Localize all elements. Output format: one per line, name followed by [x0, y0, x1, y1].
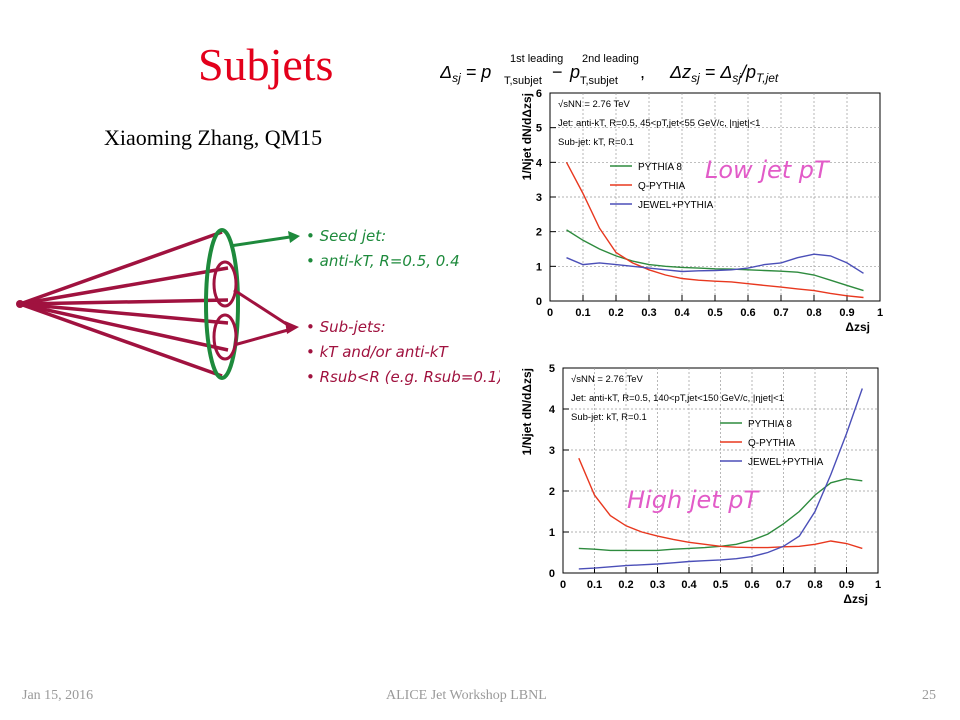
svg-text:• anti-kT, R=0.5, 0.4: • anti-kT, R=0.5, 0.4 [306, 252, 460, 270]
svg-text:2nd leading: 2nd leading [582, 53, 639, 65]
cone-lines [19, 230, 229, 378]
formula: Δsj = p 1st leading T,subjet − p 2nd lea… [440, 53, 779, 87]
y-tick-label: 3 [536, 192, 542, 204]
y-tick-label: 0 [536, 296, 542, 308]
x-tick-label: 1 [877, 307, 883, 319]
x-tick-label: 0.1 [587, 579, 602, 591]
footer-event: ALICE Jet Workshop LBNL [386, 688, 547, 703]
subjets-header: Sub-jets: [320, 318, 386, 336]
y-tick-label: 1 [549, 527, 555, 539]
handwritten-annotation: Low jet pT [705, 156, 831, 184]
y-tick-label: 2 [536, 227, 542, 239]
seed-jet-diagram: • Seed jet: • anti-kT, R=0.5, 0.4 • Sub-… [16, 227, 500, 386]
y-tick-label: 4 [549, 404, 556, 416]
info-line: Jet: anti-kT, R=0.5, 140<pT,jet<150 GeV/… [571, 393, 784, 404]
svg-text:Δsj = p: Δsj = p [440, 62, 491, 85]
seed-jet-arrow [229, 235, 291, 248]
x-tick-label: 0.1 [575, 307, 590, 319]
x-tick-label: 0.4 [681, 579, 697, 591]
x-axis-label: Δzsj [845, 320, 870, 334]
y-tick-label: 4 [536, 157, 543, 169]
legend-label: Q-PYTHIA [748, 438, 796, 449]
svg-text:Δzsj = Δsj/pT,jet: Δzsj = Δsj/pT,jet [669, 62, 779, 85]
x-tick-label: 0.4 [674, 307, 690, 319]
slide-title: Subjets [198, 39, 334, 90]
subjet-ellipse-lower [212, 313, 238, 361]
svg-text:p: p [569, 62, 580, 82]
x-tick-label: 0.6 [744, 579, 759, 591]
x-axis-label: Δzsj [843, 592, 868, 606]
jet-origin [16, 300, 24, 308]
seed-jet-ellipse [204, 228, 240, 380]
x-tick-label: 0 [560, 579, 566, 591]
x-tick-label: 0.3 [641, 307, 656, 319]
info-line: √sNN = 2.76 TeV [558, 99, 631, 110]
y-tick-label: 1 [536, 261, 542, 273]
footer-date: Jan 15, 2016 [22, 688, 94, 703]
x-tick-label: 0.8 [807, 579, 822, 591]
y-tick-label: 0 [549, 568, 555, 580]
x-tick-label: 0.9 [839, 579, 854, 591]
legend-label: JEWEL+PYTHIA [748, 457, 824, 468]
y-tick-label: 2 [549, 486, 555, 498]
svg-text:1st leading: 1st leading [510, 53, 563, 65]
x-tick-label: 0.2 [618, 579, 633, 591]
svg-text:• Rsub<R (e.g. Rsub=0.1): • Rsub<R (e.g. Rsub=0.1) [306, 368, 500, 386]
y-tick-label: 3 [549, 445, 555, 457]
svg-text:T,subjet: T,subjet [580, 75, 618, 87]
y-axis-label: 1/Njet dN/dΔzsj [520, 93, 534, 180]
x-tick-label: 0.5 [713, 579, 728, 591]
x-tick-label: 0 [547, 307, 553, 319]
svg-text:,: , [640, 62, 645, 82]
svg-text:• Seed jet:: • Seed jet: [306, 227, 386, 245]
subjet-ellipse-upper [212, 260, 238, 308]
info-line: Sub-jet: kT, R=0.1 [571, 412, 647, 423]
info-line: Jet: anti-kT, R=0.5, 45<pT,jet<55 GeV/c,… [558, 118, 760, 129]
plot-frame [562, 367, 879, 574]
legend-label: PYTHIA 8 [638, 162, 682, 173]
page-number: 25 [922, 688, 936, 703]
info-line: √sNN = 2.76 TeV [571, 374, 644, 385]
legend-label: JEWEL+PYTHIA [638, 200, 714, 211]
y-tick-label: 5 [536, 123, 542, 135]
plot-low-pt: 0 0.1 0.2 0.3 0.4 0.5 0.6 0.7 0.8 0.9 1 0 1 2 3 4 5 6 Δzsj… [520, 88, 883, 334]
info-line: Sub-jet: kT, R=0.1 [558, 137, 634, 148]
x-tick-label: 0.3 [650, 579, 665, 591]
x-tick-label: 1 [875, 579, 881, 591]
x-tick-label: 0.5 [707, 307, 722, 319]
y-tick-label: 5 [549, 363, 555, 375]
subjets-item2: Rsub<R (e.g. Rsub=0.1) [320, 368, 500, 386]
subjets-item1: kT and/or anti-kT [320, 343, 450, 361]
svg-text:−: − [552, 62, 563, 82]
legend-label: Q-PYTHIA [638, 181, 686, 192]
svg-text:T,subjet: T,subjet [504, 75, 542, 87]
svg-text:• Sub-jets:: • Sub-jets: [306, 318, 386, 336]
x-tick-label: 0.7 [773, 307, 788, 319]
x-tick-label: 0.8 [806, 307, 821, 319]
legend-label: PYTHIA 8 [748, 419, 792, 430]
author-credit: Xiaoming Zhang, QM15 [104, 125, 323, 150]
handwritten-annotation: High jet pT [627, 486, 760, 514]
x-tick-label: 0.9 [839, 307, 854, 319]
subjet-arrow-lower [233, 328, 289, 347]
subjet-arrow-upper [233, 288, 289, 327]
x-tick-label: 0.7 [776, 579, 791, 591]
y-axis-label: 1/Njet dN/dΔzsj [520, 368, 534, 455]
x-tick-label: 0.6 [740, 307, 755, 319]
seed-jet-header: Seed jet: [320, 227, 387, 245]
y-tick-label: 6 [536, 88, 542, 100]
svg-text:• kT and/or anti-kT: • kT and/or anti-kT [306, 343, 449, 361]
plot-high-pt: 0 0.1 0.2 0.3 0.4 0.5 0.6 0.7 0.8 0.9 1 0 1 2 3 4 5 Δzsj 1… [520, 363, 881, 606]
seed-jet-item: anti-kT, R=0.5, 0.4 [320, 252, 460, 270]
x-tick-label: 0.2 [608, 307, 623, 319]
